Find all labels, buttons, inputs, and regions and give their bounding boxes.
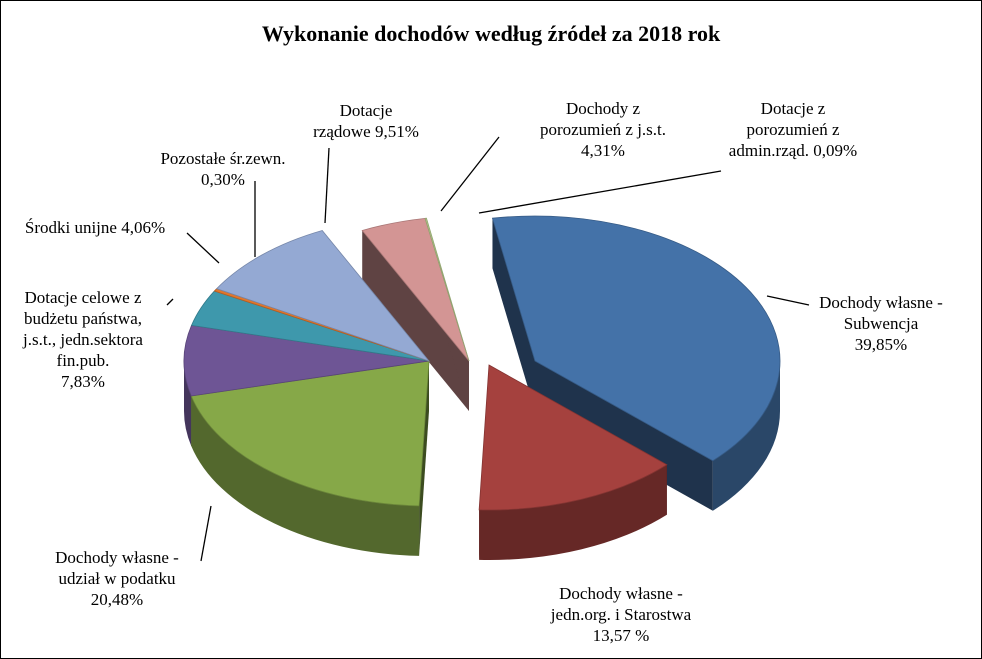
slice-label-2: Dochody własne - jedn.org. i Starostwa 13,…: [550, 584, 692, 645]
slice-label-line: 7,83%: [61, 372, 105, 391]
slice-label-4: Dotacje celowe z budżetu państwa, j.s.t., …: [22, 288, 143, 391]
slice-outer-wall: [191, 395, 420, 556]
slice-label-line: Dotacje z: [761, 99, 826, 118]
leader-line-7: [324, 147, 330, 224]
pie-slice-7: [215, 230, 431, 362]
slice-label-line: rządowe 9,51%: [313, 122, 419, 141]
slice-label-line: fin.pub.: [57, 351, 110, 370]
slice-label-line: Dochody własne -: [819, 293, 943, 312]
slice-label-line: 39,85%: [855, 335, 907, 354]
pie-slice-1: [491, 215, 781, 462]
slice-label-6: Pozostałe śr.zewn. 0,30%: [160, 149, 285, 189]
slice-labels: Dochody własne -Subwencja 39,85%Dochody w…: [22, 99, 943, 645]
slice-label-line: Dochody z: [566, 99, 641, 118]
pie-slice-2: [478, 364, 668, 511]
leader-lines: [166, 136, 810, 562]
slice-label-line: Dochody własne -: [55, 548, 179, 567]
slice-side: [362, 230, 469, 411]
slice-label-5: Środki unijne 4,06%: [25, 218, 165, 237]
slice-label-line: admin.rząd. 0,09%: [729, 141, 857, 160]
slice-label-line: porozumień z: [747, 120, 840, 139]
slice-outer-wall: [712, 361, 780, 511]
slice-outer-wall: [184, 361, 192, 446]
slice-label-7: Dotacje rządowe 9,51%: [313, 101, 419, 141]
slice-label-line: Pozostałe śr.zewn.: [160, 149, 285, 168]
slice-outer-wall: [479, 464, 667, 560]
slice-label-line: Dochody własne -: [559, 584, 683, 603]
pie-slice-4: [183, 324, 430, 397]
chart-title: Wykonanie dochodów według źródeł za 2018…: [262, 21, 721, 46]
leader-line-4: [166, 298, 174, 306]
slice-label-line: budżetu państwa,: [24, 309, 142, 328]
slice-label-line: Dotacje celowe z: [24, 288, 141, 307]
slice-side: [535, 361, 713, 511]
slice-label-line: 4,31%: [581, 141, 625, 160]
slice-label-line: 20,48%: [91, 590, 143, 609]
slice-label-line: j.s.t., jedn.sektora: [22, 330, 143, 349]
slice-label-line: 13,57 %: [593, 626, 650, 645]
slice-label-3: Dochody własne - udział w podatku 20,48%: [55, 548, 179, 609]
slice-label-line: Subwencja: [844, 314, 919, 333]
slice-label-line: porozumień z j.s.t.: [540, 120, 666, 139]
slice-label-line: 0,30%: [201, 170, 245, 189]
slice-label-9: Dotacje z porozumień z admin.rząd. 0,09%: [729, 99, 857, 160]
pie-tops: [183, 215, 781, 511]
pie-slice-3: [190, 360, 430, 507]
leader-line-3: [200, 505, 212, 562]
slice-label-1: Dochody własne - Subwencja 39,85%: [819, 293, 943, 354]
slice-label-8: Dochody z porozumień z j.s.t. 4,31%: [540, 99, 666, 160]
slice-label-line: Środki unijne 4,06%: [25, 218, 165, 237]
slice-label-line: Dotacje: [340, 101, 393, 120]
slice-label-line: udział w podatku: [58, 569, 176, 588]
leader-line-1: [766, 295, 810, 306]
leader-line-8: [440, 136, 500, 212]
leader-line-5: [186, 232, 220, 264]
pie-slice-9: [424, 217, 470, 362]
slice-side: [492, 218, 535, 411]
slice-label-line: jedn.org. i Starostwa: [550, 605, 692, 624]
leader-line-9: [478, 170, 722, 214]
